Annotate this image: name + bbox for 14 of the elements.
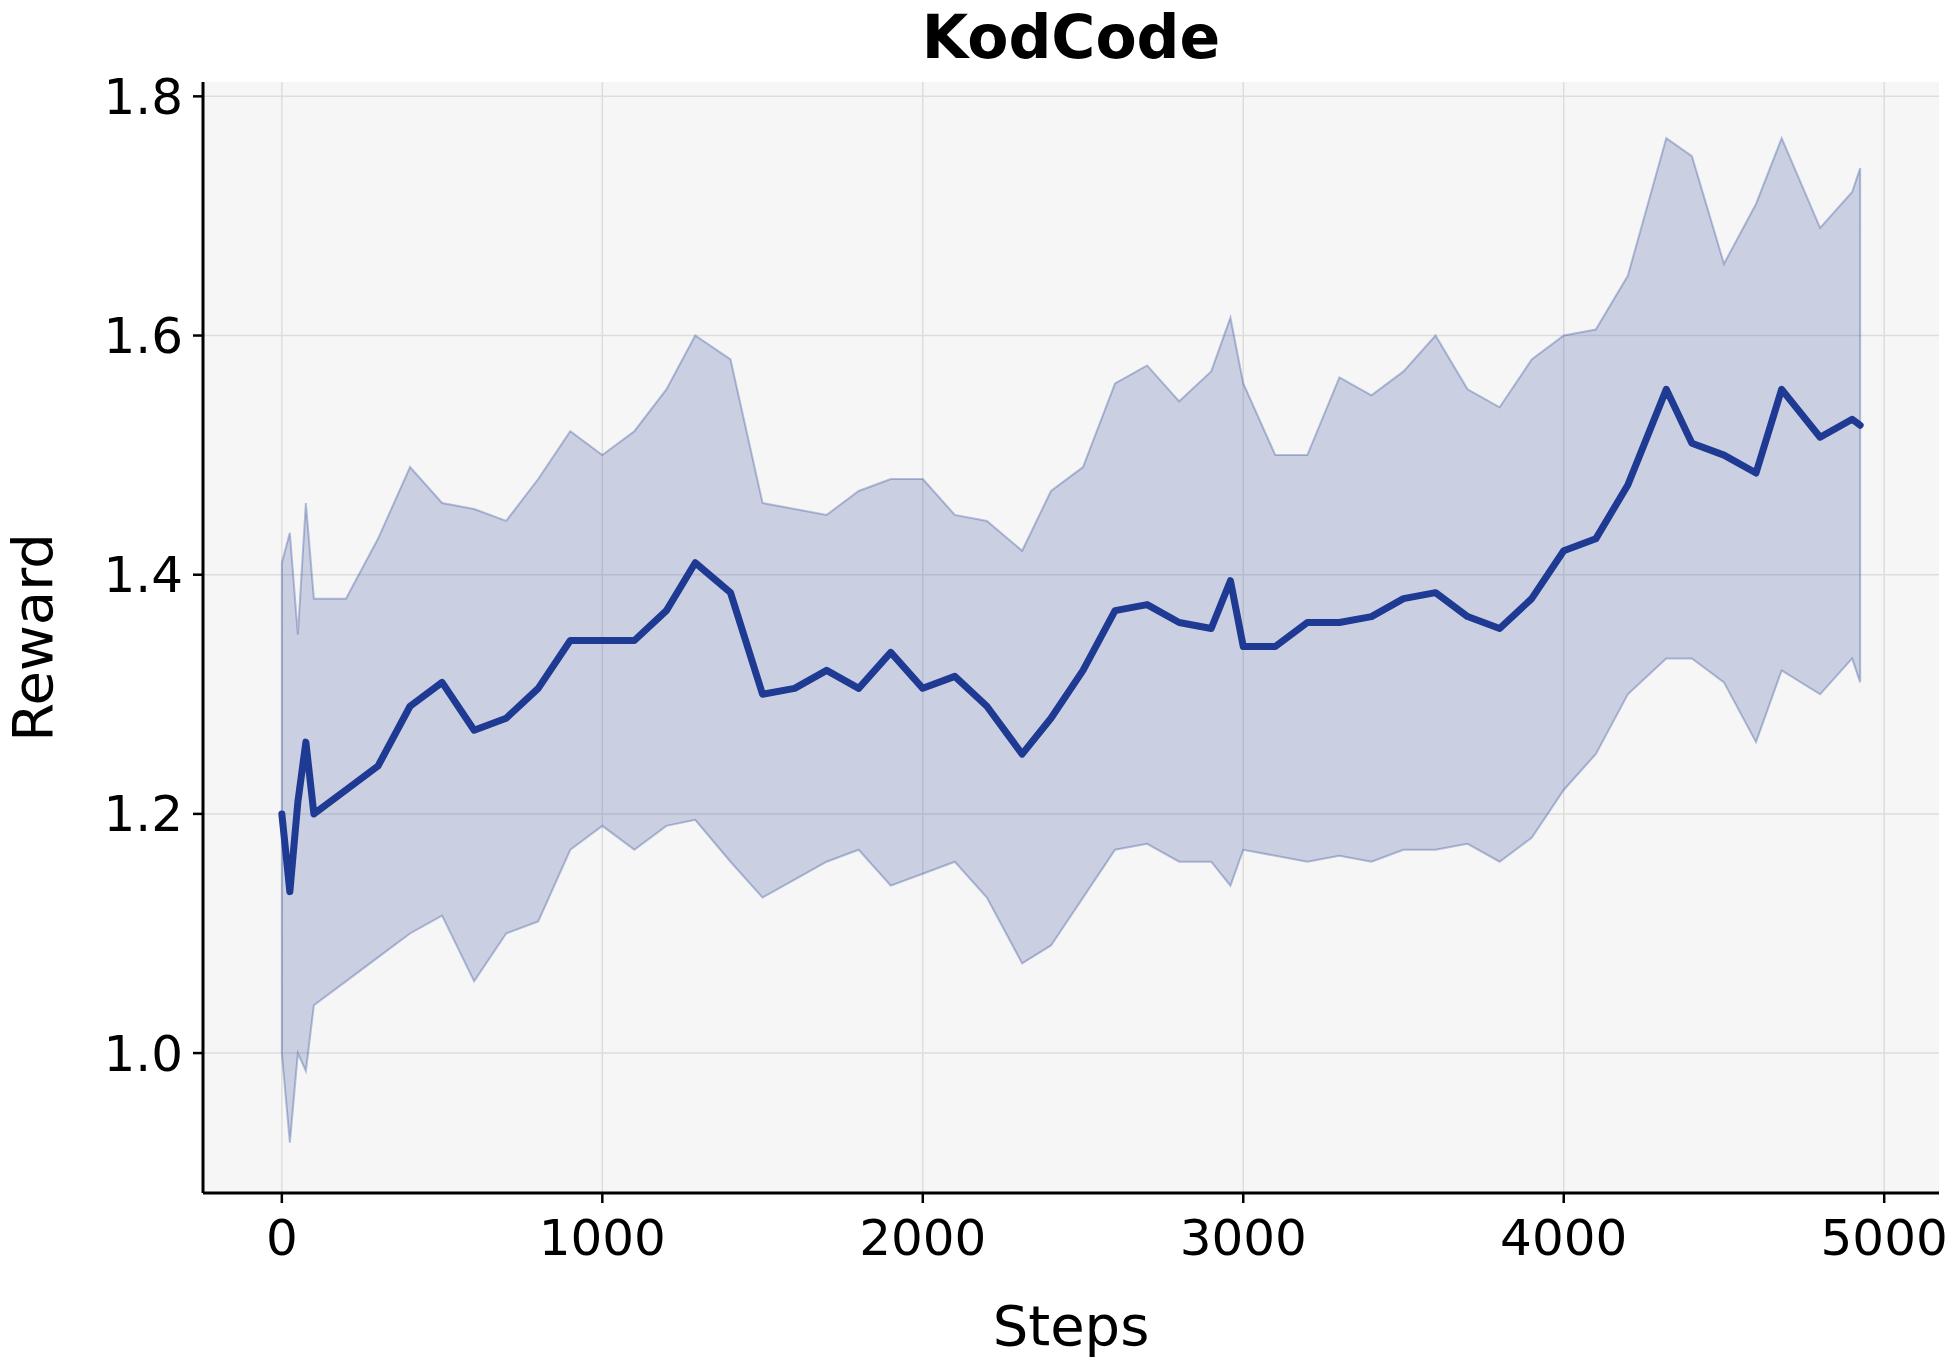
y-axis-title: Reward <box>0 533 65 742</box>
y-tick-label: 1.6 <box>103 307 183 366</box>
x-tick-label: 4000 <box>1500 1209 1628 1267</box>
chart-title: KodCode <box>921 2 1221 72</box>
x-tick-label: 2000 <box>859 1209 987 1267</box>
x-tick-label: 3000 <box>1179 1209 1307 1267</box>
y-tick-label: 1.2 <box>103 785 183 844</box>
x-axis-title: Steps <box>992 1293 1150 1358</box>
y-tick-label: 1.4 <box>103 546 183 605</box>
y-tick-label: 1.8 <box>103 67 183 126</box>
x-tick-label: 5000 <box>1820 1209 1948 1267</box>
y-tick-label: 1.0 <box>103 1024 183 1083</box>
x-tick-label: 1000 <box>538 1209 666 1267</box>
x-tick-label: 0 <box>265 1209 298 1267</box>
